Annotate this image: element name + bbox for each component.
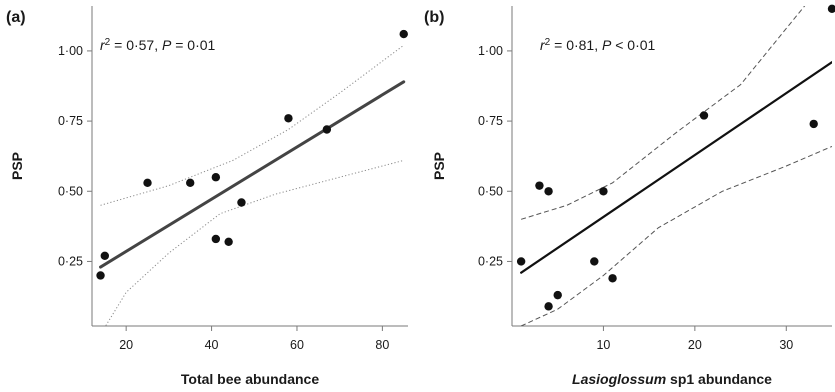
ci-lower-line	[520, 145, 832, 326]
data-point	[186, 178, 195, 188]
y-axis-title: PSP	[9, 152, 25, 180]
stat-r-sup: 2	[105, 37, 111, 48]
stat-r-value: = 0·81,	[550, 37, 602, 53]
y-tick-label: 0·50	[478, 184, 503, 198]
data-point	[590, 257, 599, 266]
data-point	[516, 257, 526, 266]
y-axis-title: PSP	[431, 152, 447, 180]
panel-label: (b)	[424, 9, 444, 26]
plot-area	[520, 6, 832, 326]
x-tick-label: 30	[779, 338, 793, 352]
x-axis-title: Lasioglossum sp1 abundance	[572, 371, 772, 387]
data-point	[96, 271, 105, 280]
x-tick-label: 60	[290, 338, 304, 352]
data-point	[211, 234, 221, 244]
data-point	[544, 187, 553, 196]
x-tick-label: 10	[596, 338, 610, 352]
regression-line	[99, 80, 406, 269]
panel-a: 0·25 0·50 0·75 1·00 20 40 60 80 (a) r2 = 0·57, P …	[6, 6, 408, 387]
x-axis-title: Total bee abundance	[181, 371, 319, 387]
x-axis-title-italic: Lasioglossum	[572, 371, 666, 387]
data-point	[553, 290, 562, 300]
stat-r-value: = 0·57,	[110, 37, 162, 53]
data-point	[322, 125, 332, 134]
y-tick-label: 0·25	[478, 254, 503, 268]
data-point	[237, 198, 246, 207]
data-point	[143, 178, 152, 188]
stat-r-sup: 2	[545, 37, 551, 48]
stat-p: P	[162, 37, 172, 53]
plot-area	[99, 44, 406, 326]
stat-annotation: r2 = 0·81, P < 0·01	[540, 37, 656, 54]
data-point	[399, 29, 408, 39]
regression-line	[520, 61, 832, 274]
y-tick-label: 1·00	[478, 44, 503, 58]
y-tick-label: 0·50	[58, 184, 83, 198]
stat-annotation: r2 = 0·57, P = 0·01	[100, 37, 216, 54]
y-tick-label: 0·75	[478, 114, 503, 128]
panel-b: 0·25 0·50 0·75 1·00 10 20 30 (b) r2 = 0·81, P < …	[424, 4, 835, 387]
y-tick-label: 0·75	[58, 114, 83, 128]
data-point	[100, 251, 110, 261]
ci-upper-line	[520, 6, 806, 220]
data-point	[544, 302, 553, 311]
data-point	[211, 173, 221, 182]
y-tick-label: 1·00	[58, 44, 83, 58]
x-tick-label: 20	[688, 338, 702, 352]
x-tick-label: 20	[119, 338, 133, 352]
panel-label: (a)	[6, 9, 26, 26]
ci-upper-line	[100, 44, 404, 206]
stat-p-value: < 0·01	[611, 37, 655, 53]
x-axis-title-text: Total bee abundance	[181, 371, 319, 387]
stat-p-value: = 0·01	[171, 37, 215, 53]
data-point	[284, 114, 293, 123]
x-axis-title-text: sp1 abundance	[666, 371, 772, 387]
data-point	[535, 181, 544, 190]
data-point	[599, 187, 608, 196]
x-tick-label: 80	[375, 338, 389, 352]
data-point	[809, 119, 818, 129]
stat-r: r	[100, 37, 106, 53]
x-tick-label: 40	[205, 338, 219, 352]
y-tick-label: 0·25	[58, 254, 83, 268]
stat-r: r	[540, 37, 546, 53]
stat-p: P	[602, 37, 612, 53]
data-point	[608, 274, 617, 283]
data-point	[699, 111, 709, 120]
data-point	[827, 4, 835, 14]
data-point	[224, 237, 233, 246]
